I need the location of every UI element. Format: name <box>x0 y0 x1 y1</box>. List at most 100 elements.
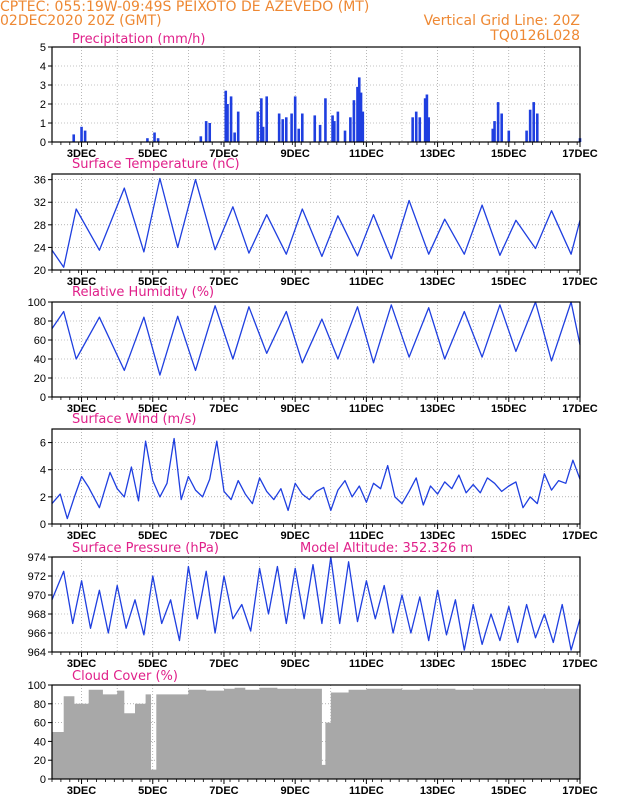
precipitation-bar <box>423 98 427 142</box>
x-tick-label: 13DEC <box>420 276 456 288</box>
precipitation-bar <box>300 113 304 142</box>
y-tick-label: 36 <box>34 175 46 187</box>
precipitation-frame <box>51 46 581 143</box>
humidity-series-line <box>51 301 581 376</box>
x-tick-label: 11DEC <box>349 785 384 797</box>
y-tick-label: 80 <box>34 316 46 328</box>
precipitation-bar <box>359 92 363 142</box>
y-tick-label: 80 <box>34 699 46 711</box>
precipitation-bar <box>331 115 334 142</box>
y-tick-label: 100 <box>28 297 46 309</box>
precipitation-bar <box>284 117 288 142</box>
x-tick-label: 9DEC <box>281 403 310 415</box>
header-model-code: TQ0126L028 <box>489 28 580 44</box>
precipitation-bar <box>496 102 500 142</box>
x-tick-label: 7DEC <box>209 785 238 797</box>
x-tick-label: 17DEC <box>562 403 598 415</box>
x-tick-label: 9DEC <box>281 785 310 797</box>
y-tick-label: 6 <box>40 438 46 450</box>
precipitation-bar <box>153 132 156 142</box>
x-tick-label: 5DEC <box>138 785 167 797</box>
x-tick-label: 11DEC <box>349 276 384 288</box>
x-tick-label: 15DEC <box>491 276 527 288</box>
x-tick-label: 17DEC <box>562 658 598 670</box>
cloud-cover-area <box>52 687 580 779</box>
precipitation-bar <box>204 121 208 142</box>
precipitation-bar <box>532 102 536 142</box>
x-tick-label: 15DEC <box>491 658 527 670</box>
precipitation-bar <box>208 123 212 142</box>
precipitation-bar <box>236 111 240 142</box>
x-tick-label: 5DEC <box>138 658 167 670</box>
y-tick-label: 1 <box>40 118 46 130</box>
y-tick-label: 968 <box>28 609 46 621</box>
x-tick-label: 13DEC <box>420 658 456 670</box>
x-tick-label: 7DEC <box>209 403 238 415</box>
x-tick-label: 5DEC <box>138 148 167 160</box>
x-tick-label: 7DEC <box>209 658 238 670</box>
x-tick-label: 3DEC <box>67 148 96 160</box>
x-tick-label: 9DEC <box>281 658 310 670</box>
x-tick-label: 3DEC <box>67 530 96 542</box>
x-tick-label: 15DEC <box>491 148 527 160</box>
x-tick-label: 11DEC <box>349 148 384 160</box>
wind-panel: Surface Wind (m/s) 0 2 4 6 3DEC 5DEC 7DEC 9DEC 1… <box>40 412 598 542</box>
precipitation-bar <box>256 111 260 142</box>
wind-series-line <box>51 437 581 520</box>
x-tick-label: 7DEC <box>209 530 238 542</box>
precipitation-bar <box>199 136 203 142</box>
precipitation-bar <box>418 117 422 142</box>
x-tick-label: 9DEC <box>281 148 310 160</box>
temperature-title: Surface Temperature (nC) <box>72 157 240 172</box>
pressure-panel: Surface Pressure (hPa) Model Altitude: 3… <box>28 541 598 670</box>
wind-frame <box>51 428 581 525</box>
humidity-title: Relative Humidity (%) <box>72 285 214 300</box>
precipitation-bar <box>224 90 228 142</box>
y-tick-label: 20 <box>34 373 46 385</box>
y-tick-label: 0 <box>40 137 46 149</box>
precipitation-bar <box>528 109 532 142</box>
x-tick-label: 9DEC <box>281 276 310 288</box>
y-tick-label: 5 <box>40 42 46 54</box>
pressure-frame <box>51 556 581 653</box>
y-tick-label: 60 <box>34 335 46 347</box>
y-tick-label: 972 <box>28 571 46 583</box>
x-tick-label: 7DEC <box>209 276 238 288</box>
y-tick-label: 966 <box>28 628 46 640</box>
y-tick-label: 100 <box>28 680 46 692</box>
y-tick-label: 964 <box>28 647 46 659</box>
precipitation-bar <box>72 134 76 142</box>
x-tick-label: 15DEC <box>491 530 527 542</box>
y-tick-label: 60 <box>34 718 46 730</box>
precipitation-bar <box>427 117 430 142</box>
header-station: CPTEC: 055:19W-09:49S PEIXOTO DE AZEVEDO… <box>0 0 369 15</box>
y-tick-label: 20 <box>34 265 46 277</box>
precipitation-bar <box>349 117 352 142</box>
precipitation-bar <box>414 111 418 142</box>
precipitation-bar <box>411 117 414 142</box>
cloud-cover-title: Cloud Cover (%) <box>72 669 178 684</box>
humidity-frame <box>51 301 581 398</box>
precipitation-bar <box>333 121 336 142</box>
precipitation-bar <box>281 119 285 142</box>
precipitation-bar <box>336 111 340 142</box>
x-tick-label: 3DEC <box>67 658 96 670</box>
precipitation-title: Precipitation (mm/h) <box>72 32 205 47</box>
precipitation-bar <box>352 100 356 142</box>
precipitation-panel: Precipitation (mm/h) 0 1 2 3 4 5 3DEC 5DEC 7DEC 9… <box>40 32 598 160</box>
x-tick-label: 11DEC <box>349 403 384 415</box>
x-tick-label: 5DEC <box>138 403 167 415</box>
precipitation-bar <box>229 96 233 142</box>
precipitation-bar <box>425 94 429 142</box>
y-tick-label: 40 <box>34 354 46 366</box>
y-tick-label: 28 <box>34 220 46 232</box>
precipitation-bar <box>357 77 361 142</box>
x-tick-label: 13DEC <box>420 530 456 542</box>
precipitation-bar <box>80 126 83 142</box>
x-tick-label: 17DEC <box>562 530 598 542</box>
y-tick-label: 40 <box>34 736 46 748</box>
x-tick-label: 13DEC <box>420 148 456 160</box>
x-tick-label: 13DEC <box>420 785 456 797</box>
x-tick-label: 3DEC <box>67 403 96 415</box>
